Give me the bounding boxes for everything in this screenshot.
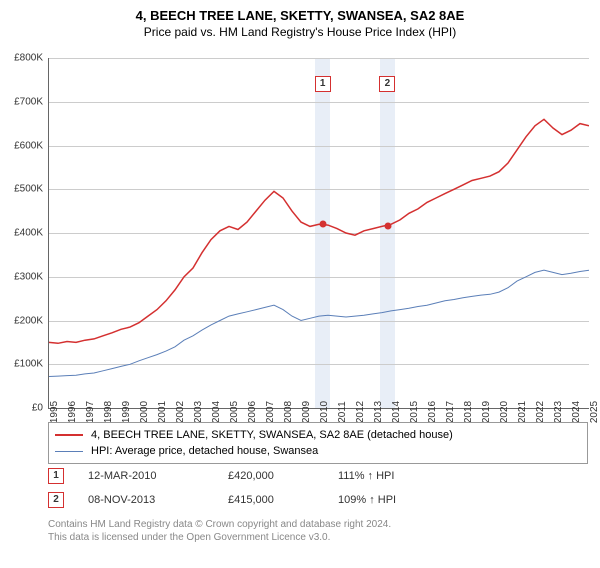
sale-index-badge: 1 [48,468,64,484]
legend-item: 4, BEECH TREE LANE, SKETTY, SWANSEA, SA2… [55,427,581,443]
x-tick-label: 2001 [157,401,168,423]
chart-area: £0£100K£200K£300K£400K£500K£600K£700K£80… [48,58,588,408]
line-layer [49,58,589,408]
plot-region: £0£100K£200K£300K£400K£500K£600K£700K£80… [48,58,589,409]
sale-marker [319,221,326,228]
sale-index-badge: 2 [48,492,64,508]
x-tick-label: 2002 [175,401,186,423]
y-tick-label: £0 [32,403,43,414]
sale-date: 08-NOV-2013 [88,494,228,506]
x-tick-label: 2017 [445,401,456,423]
chart-container: 4, BEECH TREE LANE, SKETTY, SWANSEA, SA2… [0,8,600,568]
legend-label: HPI: Average price, detached house, Swan… [91,445,318,457]
x-tick-label: 2004 [211,401,222,423]
x-tick-label: 2022 [535,401,546,423]
sales-table: 1 12-MAR-2010£420,000111% ↑ HPI 2 08-NOV-20… [48,466,588,514]
footer-line-2: This data is licensed under the Open Gov… [48,531,588,544]
chart-title: 4, BEECH TREE LANE, SKETTY, SWANSEA, SA2… [0,8,600,23]
x-tick-label: 2011 [337,401,348,423]
legend-swatch [55,451,83,452]
legend-item: HPI: Average price, detached house, Swan… [55,443,581,459]
series-line [49,119,589,343]
sale-date: 12-MAR-2010 [88,470,228,482]
callout-marker: 2 [379,76,395,92]
y-tick-label: £800K [14,53,43,64]
sale-price: £420,000 [228,470,338,482]
x-tick-label: 1996 [67,401,78,423]
footer-line-1: Contains HM Land Registry data © Crown c… [48,518,588,531]
x-tick-label: 2010 [319,401,330,423]
legend-swatch [55,434,83,436]
x-tick-label: 2015 [409,401,420,423]
footer-attribution: Contains HM Land Registry data © Crown c… [48,518,588,544]
x-tick-label: 2000 [139,401,150,423]
sale-hpi: 109% ↑ HPI [338,494,448,506]
x-tick-label: 2020 [499,401,510,423]
x-tick-label: 2008 [283,401,294,423]
sale-hpi: 111% ↑ HPI [338,470,448,482]
x-tick-label: 2024 [571,401,582,423]
x-tick-label: 1998 [103,401,114,423]
chart-subtitle: Price paid vs. HM Land Registry's House … [0,25,600,39]
y-tick-label: £200K [14,315,43,326]
x-tick-label: 2005 [229,401,240,423]
series-line [49,270,589,376]
x-tick-label: 2014 [391,401,402,423]
y-tick-label: £700K [14,96,43,107]
sale-price: £415,000 [228,494,338,506]
sale-marker [385,223,392,230]
x-tick-label: 2012 [355,401,366,423]
y-tick-label: £600K [14,140,43,151]
x-tick-label: 2016 [427,401,438,423]
x-tick-label: 2019 [481,401,492,423]
x-tick-label: 1997 [85,401,96,423]
x-tick-label: 2003 [193,401,204,423]
x-tick-label: 2009 [301,401,312,423]
y-tick-label: £500K [14,184,43,195]
x-tick-label: 2007 [265,401,276,423]
sale-row: 2 08-NOV-2013£415,000109% ↑ HPI [48,490,588,510]
x-tick-label: 2018 [463,401,474,423]
y-tick-label: £400K [14,228,43,239]
legend: 4, BEECH TREE LANE, SKETTY, SWANSEA, SA2… [48,422,588,464]
legend-label: 4, BEECH TREE LANE, SKETTY, SWANSEA, SA2… [91,429,453,441]
callout-marker: 1 [315,76,331,92]
x-tick-label: 2013 [373,401,384,423]
x-tick-label: 2025 [589,401,600,423]
y-tick-label: £100K [14,359,43,370]
x-tick-label: 2023 [553,401,564,423]
x-tick-label: 1999 [121,401,132,423]
x-tick-label: 2006 [247,401,258,423]
y-tick-label: £300K [14,271,43,282]
sale-row: 1 12-MAR-2010£420,000111% ↑ HPI [48,466,588,486]
x-tick-label: 1995 [49,401,60,423]
x-tick-label: 2021 [517,401,528,423]
